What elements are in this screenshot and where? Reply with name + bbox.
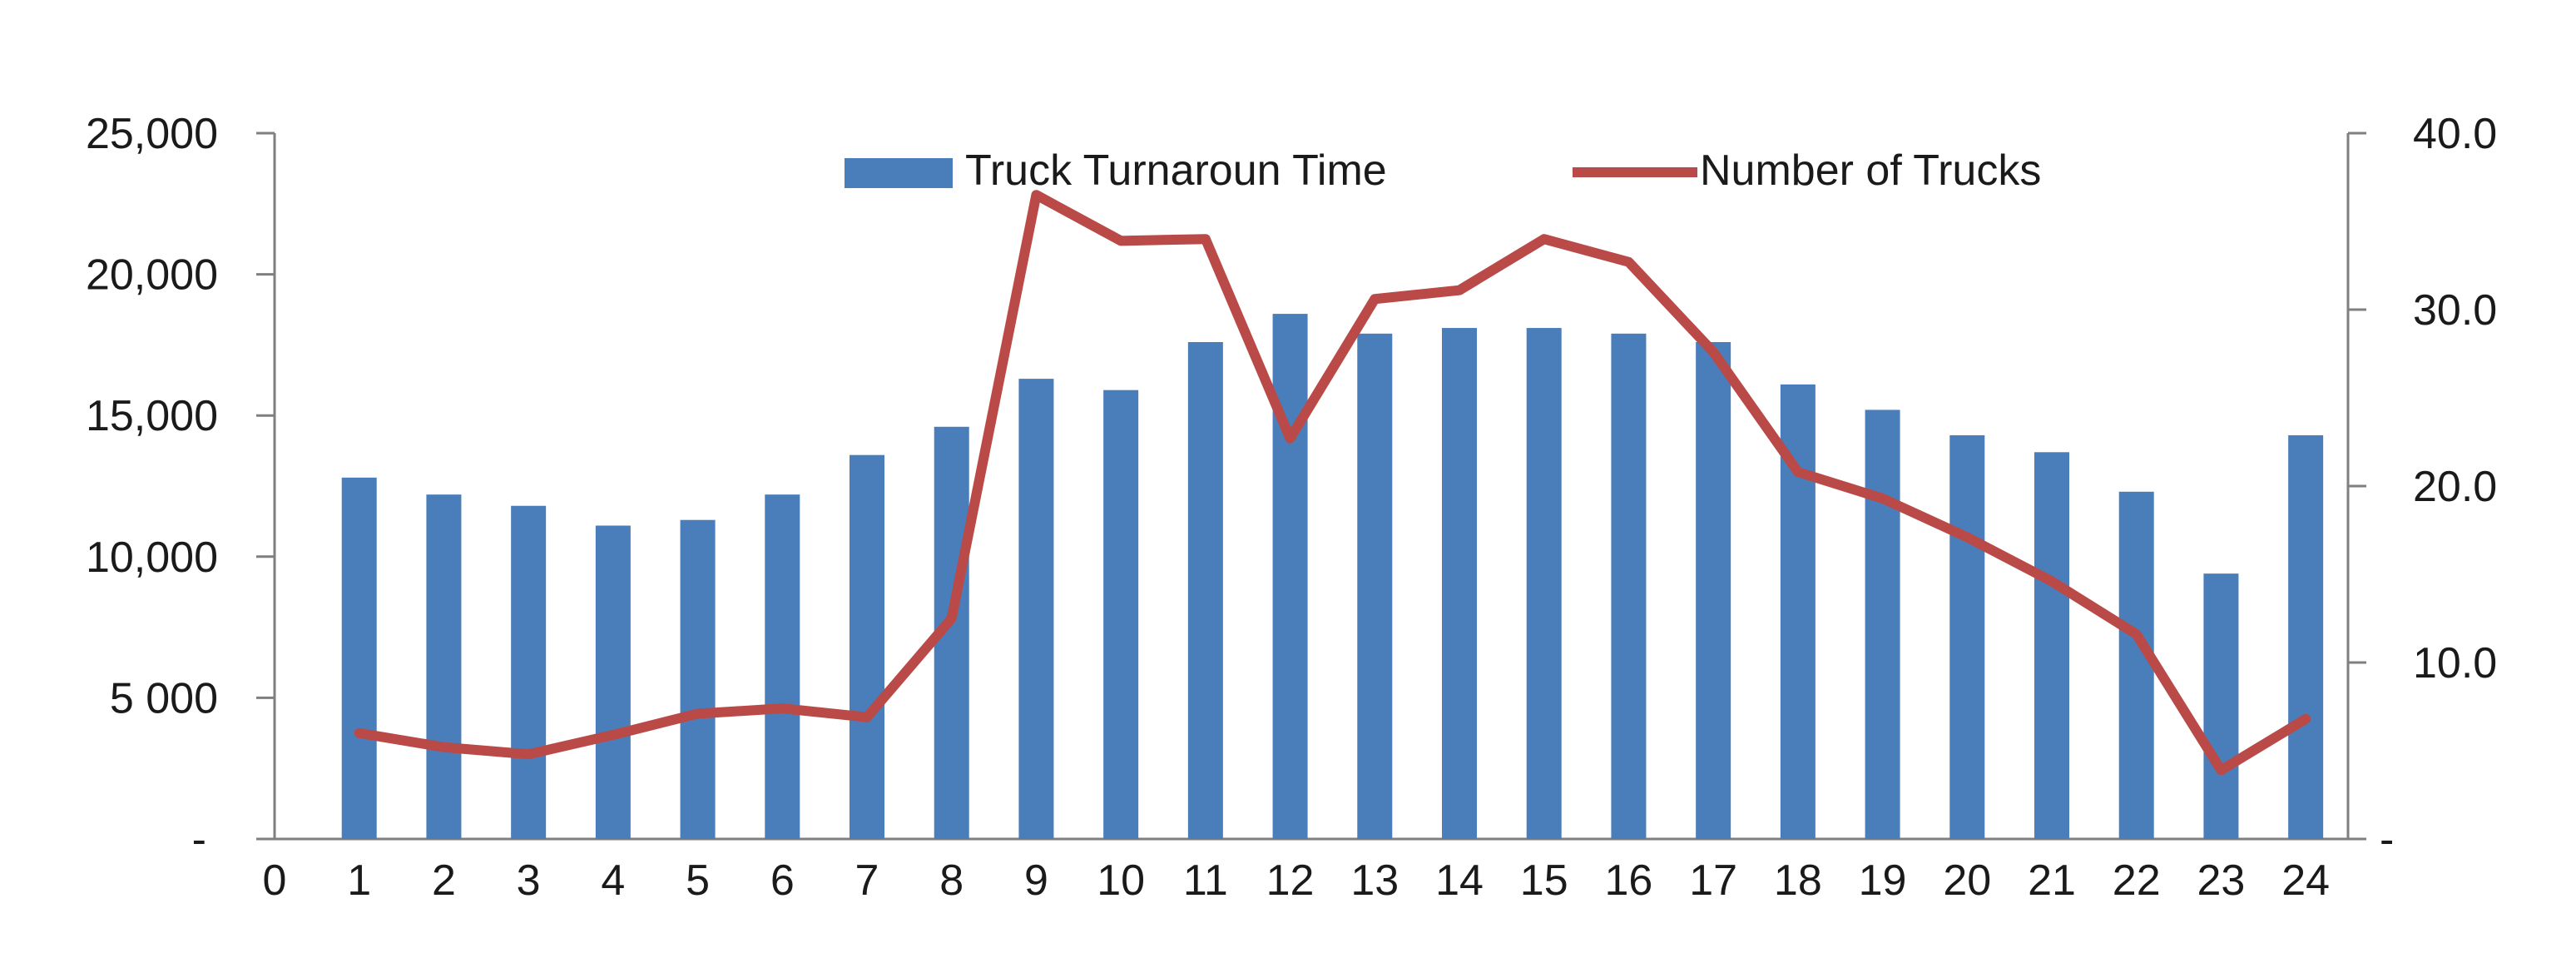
bar (680, 519, 716, 839)
line-point (1796, 470, 1800, 474)
line-point (357, 731, 361, 735)
line-point (1712, 350, 1716, 354)
bar (2118, 491, 2154, 839)
y-left-tick-label: 25,000 (86, 110, 218, 158)
line-point (1119, 239, 1123, 243)
bar (765, 494, 800, 839)
x-tick-label: 22 (2113, 856, 2161, 905)
bar (1526, 328, 1562, 840)
y-left-tick-label: 5 000 (110, 674, 218, 722)
line-point (1288, 436, 1292, 440)
bar (2203, 573, 2239, 839)
legend: Truck Turnaroun Time Number of Trucks (845, 146, 2041, 195)
bar (1611, 333, 1647, 839)
x-tick-label: 1 (347, 856, 371, 905)
x-tick-label: 18 (1774, 856, 1822, 905)
line-point (1880, 496, 1885, 500)
x-tick-label: 20 (1943, 856, 1991, 905)
line-point (2304, 717, 2308, 721)
line-point (1627, 260, 1631, 264)
line-point (1034, 193, 1038, 197)
x-tick-label: 24 (2281, 856, 2330, 905)
line-point (442, 745, 446, 749)
y-left-tick-label: 15,000 (86, 392, 218, 440)
bar (1018, 379, 1054, 839)
line-series (354, 190, 2311, 776)
line-point (949, 617, 954, 620)
bar (1442, 328, 1477, 840)
x-tick-label: 15 (1520, 856, 1568, 905)
y-right-tick-label: 40.0 (2413, 110, 2497, 158)
x-tick-label: 4 (601, 856, 625, 905)
line-point (611, 732, 615, 737)
x-tick-label: 17 (1689, 856, 1737, 905)
x-tick-label: 11 (1183, 856, 1228, 905)
bar (1187, 342, 1223, 839)
line-path (354, 190, 2311, 776)
x-tick-label: 16 (1605, 856, 1653, 905)
tick-labels: - 5 000 10,000 15,000 20,000 25,000 - 10.0 20.0 3… (86, 110, 2497, 905)
line-point (1373, 297, 1377, 301)
y-right-tick-label: - (2380, 816, 2394, 864)
x-tick-label: 9 (1024, 856, 1048, 905)
x-tick-label: 0 (263, 856, 287, 905)
line-point (1542, 237, 1546, 241)
x-tick-label: 8 (939, 856, 964, 905)
x-tick-label: 19 (1859, 856, 1907, 905)
bar-series (341, 314, 2324, 840)
y-left-tick-label: - (192, 816, 206, 864)
legend-swatch-bar (845, 158, 953, 188)
bar (1103, 390, 1139, 839)
y-right-tick-label: 20.0 (2413, 463, 2497, 511)
bar (511, 505, 547, 839)
y-right-tick-label: 30.0 (2413, 286, 2497, 335)
x-tick-label: 14 (1435, 856, 1484, 905)
y-right-tick-label: 10.0 (2413, 639, 2497, 687)
bar (2288, 434, 2324, 839)
line-point (1203, 237, 1207, 241)
y-left-tick-label: 20,000 (86, 251, 218, 300)
x-tick-label: 12 (1266, 856, 1315, 905)
line-point (2219, 768, 2223, 772)
bar (1272, 314, 1308, 839)
x-tick-label: 2 (432, 856, 456, 905)
bar (850, 454, 884, 839)
x-tick-label: 5 (686, 856, 710, 905)
line-point (780, 707, 785, 711)
line-point (2050, 579, 2053, 583)
line-point (696, 712, 700, 716)
y-left-tick-label: 10,000 (86, 534, 218, 582)
bar (1357, 333, 1393, 839)
bar (595, 525, 631, 839)
bar (1949, 434, 1985, 839)
x-tick-label: 3 (517, 856, 541, 905)
line-point (2134, 633, 2138, 637)
x-tick-label: 7 (855, 856, 879, 905)
bar (1696, 342, 1731, 839)
line-point (527, 752, 531, 757)
x-tick-label: 13 (1350, 856, 1399, 905)
legend-label-bar: Truck Turnaroun Time (965, 146, 1387, 195)
bar (341, 477, 377, 839)
x-tick-label: 23 (2197, 856, 2246, 905)
line-point (865, 715, 869, 719)
x-tick-label: 10 (1097, 856, 1145, 905)
bar (426, 494, 462, 839)
x-tick-label: 6 (770, 856, 795, 905)
legend-label-line: Number of Trucks (1700, 146, 2041, 195)
x-tick-label: 21 (2028, 856, 2076, 905)
line-point (1965, 535, 1969, 539)
line-point (1458, 288, 1461, 292)
bar (2034, 452, 2069, 839)
bar (1865, 409, 1900, 839)
